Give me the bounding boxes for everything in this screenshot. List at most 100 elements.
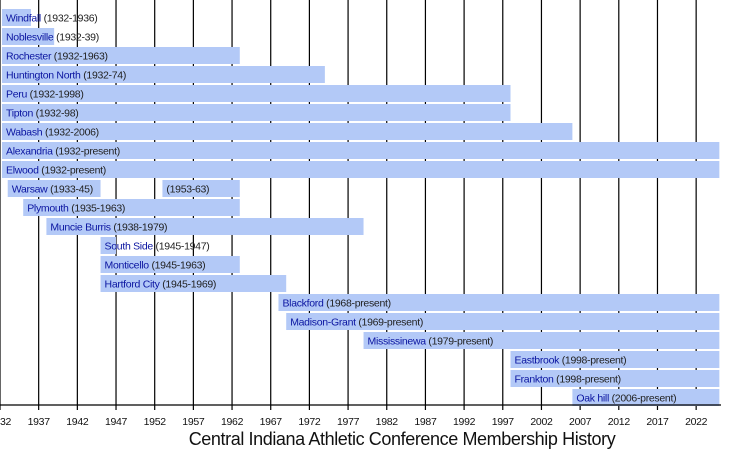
membership-bar [2, 47, 240, 64]
bar-label: Frankton (1998-present) [515, 374, 621, 386]
membership-years: (1932-present) [55, 146, 120, 158]
x-axis-ticks: 1932 1937 1942 1947 1952 1957 1962 1967 1972 1977… [0, 416, 708, 428]
school-name: Elwood [6, 165, 41, 177]
tick-label: 1957 [182, 416, 205, 428]
timeline-row: Huntington North (1932-74) [2, 66, 325, 83]
membership-years: (1945-1947) [156, 241, 210, 253]
membership-bar [572, 389, 720, 406]
school-name: Windfall [6, 13, 44, 25]
timeline-row: Mississinewa (1979-present) [363, 332, 720, 349]
membership-bar [46, 218, 364, 235]
timeline-row: Monticello (1945-1963) [100, 256, 240, 273]
membership-bar [100, 256, 240, 273]
school-name: Rochester [6, 51, 54, 63]
school-name: Madison-Grant [290, 317, 358, 329]
school-name: South Side [105, 241, 156, 253]
school-name: Muncie Burris [50, 222, 113, 234]
school-name: Hartford City [105, 279, 163, 291]
timeline-row: Tipton (1932-98) [2, 104, 511, 121]
tick-label: 1942 [66, 416, 89, 428]
timeline-row: Blackford (1968-present) [278, 294, 720, 311]
membership-bar [2, 161, 720, 178]
timeline-row: Madison-Grant (1969-present) [286, 313, 720, 330]
school-name: Alexandria [6, 146, 55, 158]
membership-bar [7, 180, 101, 197]
bar-label: Wabash (1932-2006) [6, 127, 99, 139]
school-name: Noblesville [6, 32, 56, 44]
membership-years: (1969-present) [358, 317, 423, 329]
membership-bar [100, 237, 117, 254]
bar-label: South Side (1945-1947) [105, 241, 210, 253]
membership-bar [2, 142, 720, 159]
membership-bar [100, 275, 287, 292]
timeline-row: Plymouth (1935-1963) [23, 199, 240, 216]
timeline-row: Oak hill (2006-present) [572, 389, 720, 406]
bar-label: Windfall (1932-1936) [6, 13, 97, 25]
bar-label: Mississinewa (1979-present) [368, 336, 494, 348]
membership-years: (1932-39) [56, 32, 99, 44]
tick-label: 1952 [144, 416, 167, 428]
tick-label: 1967 [260, 416, 283, 428]
membership-bar [363, 332, 720, 349]
membership-years: (1938-1979) [113, 222, 167, 234]
bar-label: Peru (1932-1998) [6, 89, 84, 101]
membership-bar [2, 123, 573, 140]
bar-label: Tipton (1932-98) [6, 108, 78, 120]
bar-label: Eastbrook (1998-present) [515, 355, 627, 367]
membership-bar [286, 313, 720, 330]
bar-label: Hartford City (1945-1969) [105, 279, 217, 291]
membership-bar [2, 66, 325, 83]
bar-label: Monticello (1945-1963) [105, 260, 206, 272]
timeline-row: Alexandria (1932-present) [2, 142, 720, 159]
membership-years: (1932-98) [36, 108, 79, 120]
tick-label: 1992 [453, 416, 476, 428]
timeline-row: Wabash (1932-2006) [2, 123, 573, 140]
tick-label: 1987 [414, 416, 437, 428]
tick-label: 2012 [608, 416, 631, 428]
school-name: Tipton [6, 108, 36, 120]
school-name: Oak hill [576, 393, 611, 405]
bar-label: Plymouth (1935-1963) [27, 203, 125, 215]
membership-years: (1968-present) [326, 298, 391, 310]
timeline-row: Muncie Burris (1938-1979) [46, 218, 364, 235]
school-name: Frankton [515, 374, 557, 386]
tick-label: 1972 [298, 416, 321, 428]
timeline-row: Warsaw (1933-45) (1953-63) [7, 180, 240, 197]
membership-years: (1935-1963) [71, 203, 125, 215]
chart-title: Central Indiana Athletic Conference Memb… [189, 429, 616, 449]
school-name: Peru [6, 89, 30, 101]
school-name: Wabash [6, 127, 45, 139]
bars: Windfall (1932-1936) Noblesville (1932-39… [2, 9, 720, 406]
membership-years: (1953-63) [166, 184, 209, 196]
membership-years: (1932-present) [41, 165, 106, 177]
membership-bar [510, 351, 720, 368]
school-name: Monticello [105, 260, 152, 272]
tick-label: 1977 [337, 416, 360, 428]
timeline-row: South Side (1945-1947) [100, 237, 210, 254]
membership-years: (1998-present) [556, 374, 621, 386]
membership-bar [23, 199, 240, 216]
tick-label: 1982 [376, 416, 399, 428]
tick-label: 1947 [105, 416, 128, 428]
membership-bar [2, 85, 511, 102]
membership-years: (1932-1963) [54, 51, 108, 63]
membership-years: (1932-1998) [30, 89, 84, 101]
timeline-row: Windfall (1932-1936) [2, 9, 98, 26]
membership-bar [510, 370, 720, 387]
bar-label: (1953-63) [166, 184, 209, 196]
membership-years: (1945-1963) [151, 260, 205, 272]
membership-years: (1933-45) [50, 184, 93, 196]
tick-label: 1997 [492, 416, 515, 428]
school-name: Plymouth [27, 203, 71, 215]
timeline-row: Hartford City (1945-1969) [100, 275, 287, 292]
timeline-row: Noblesville (1932-39) [2, 28, 99, 45]
timeline-row: Peru (1932-1998) [2, 85, 511, 102]
bar-label: Oak hill (2006-present) [576, 393, 676, 405]
bar-label: Madison-Grant (1969-present) [290, 317, 423, 329]
membership-bar [162, 180, 240, 197]
tick-label: 2002 [530, 416, 553, 428]
tick-label: 1962 [221, 416, 244, 428]
membership-years: (1932-1936) [44, 13, 98, 25]
membership-years: (1932-74) [83, 70, 126, 82]
